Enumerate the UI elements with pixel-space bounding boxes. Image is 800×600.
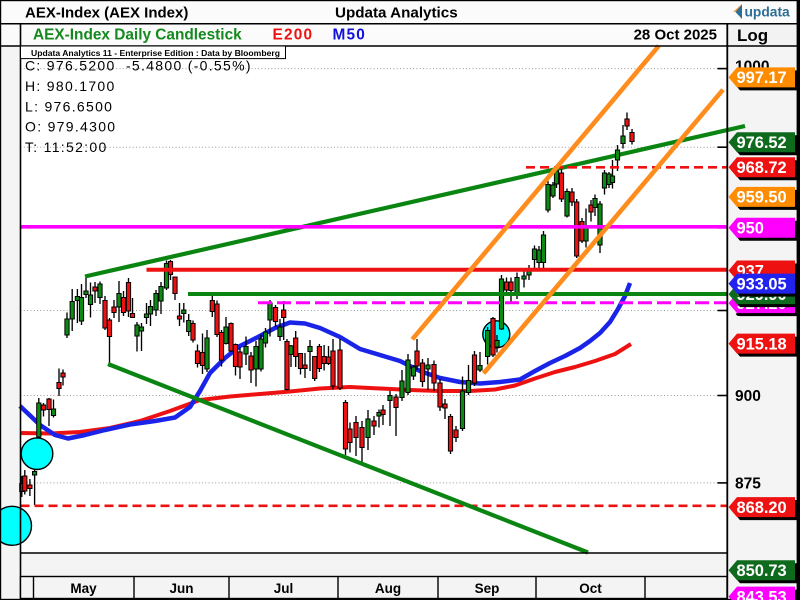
- svg-text:28 Oct 2025: 28 Oct 2025: [634, 27, 717, 44]
- svg-text:997.17: 997.17: [737, 69, 787, 87]
- svg-text:900: 900: [735, 388, 761, 405]
- svg-text:May: May: [70, 581, 97, 596]
- svg-text:875: 875: [735, 475, 761, 492]
- svg-text:Updata Analytics 11 - Enterpri: Updata Analytics 11 - Enterprise Edition…: [31, 48, 280, 58]
- svg-text:updata: updata: [745, 5, 791, 20]
- svg-text:Jun: Jun: [169, 581, 193, 596]
- svg-text:Oct: Oct: [579, 581, 602, 596]
- svg-text:Aug: Aug: [375, 581, 401, 596]
- svg-text:Log: Log: [737, 26, 768, 45]
- svg-text:868.20: 868.20: [737, 499, 787, 517]
- svg-text:C: 976.5200 -5.4800 (-0.55%): C: 976.5200 -5.4800 (-0.55%): [25, 58, 252, 74]
- svg-text:843.53: 843.53: [737, 588, 787, 600]
- svg-text:968.72: 968.72: [737, 159, 787, 177]
- svg-text:915.18: 915.18: [737, 335, 787, 353]
- svg-text:L: 976.6500: L: 976.6500: [25, 98, 113, 114]
- svg-text:850.73: 850.73: [737, 562, 787, 580]
- svg-text:M50: M50: [333, 27, 367, 44]
- svg-text:933.05: 933.05: [737, 275, 787, 293]
- svg-text:T: 11:52:00: T: 11:52:00: [25, 139, 108, 155]
- svg-text:959.50: 959.50: [737, 189, 787, 207]
- svg-text:AEX-Index (AEX Index): AEX-Index (AEX Index): [25, 5, 188, 22]
- svg-text:Jul: Jul: [274, 581, 294, 596]
- svg-text:Sep: Sep: [475, 581, 500, 596]
- svg-text:950: 950: [737, 220, 764, 238]
- svg-text:O: 979.4300: O: 979.4300: [25, 119, 116, 135]
- svg-text:976.52: 976.52: [737, 134, 787, 152]
- svg-text:E200: E200: [273, 27, 314, 44]
- svg-text:Updata Analytics: Updata Analytics: [335, 5, 458, 22]
- svg-text:AEX-Index Daily Candlestick: AEX-Index Daily Candlestick: [33, 27, 242, 44]
- svg-text:H: 980.1700: H: 980.1700: [25, 78, 116, 94]
